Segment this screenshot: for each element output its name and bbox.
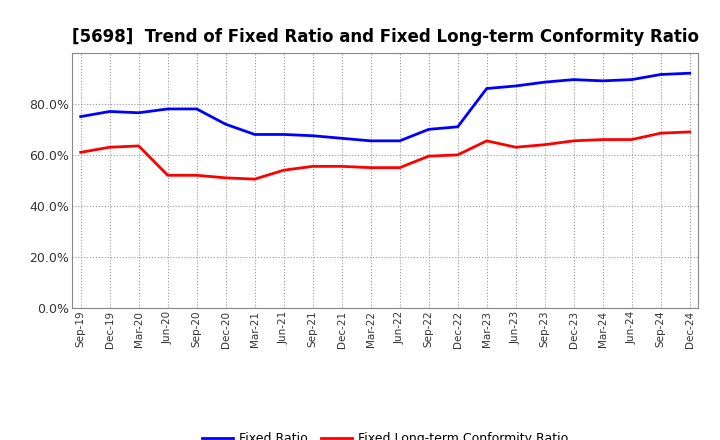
Fixed Long-term Conformity Ratio — [395, 165, 404, 170]
Fixed Long-term Conformity Ratio — [221, 175, 230, 180]
Fixed Ratio — [657, 72, 665, 77]
Fixed Long-term Conformity Ratio — [163, 172, 172, 178]
Fixed Long-term Conformity Ratio — [454, 152, 462, 158]
Fixed Long-term Conformity Ratio — [627, 137, 636, 142]
Fixed Long-term Conformity Ratio — [192, 172, 201, 178]
Fixed Ratio — [424, 127, 433, 132]
Fixed Long-term Conformity Ratio — [511, 145, 520, 150]
Fixed Long-term Conformity Ratio — [366, 165, 375, 170]
Fixed Ratio — [627, 77, 636, 82]
Fixed Ratio — [541, 80, 549, 85]
Fixed Ratio — [454, 124, 462, 129]
Fixed Ratio — [221, 121, 230, 127]
Fixed Long-term Conformity Ratio — [105, 145, 114, 150]
Fixed Long-term Conformity Ratio — [308, 164, 317, 169]
Fixed Long-term Conformity Ratio — [570, 138, 578, 143]
Fixed Long-term Conformity Ratio — [135, 143, 143, 149]
Fixed Long-term Conformity Ratio — [76, 150, 85, 155]
Fixed Ratio — [308, 133, 317, 139]
Fixed Ratio — [105, 109, 114, 114]
Fixed Ratio — [279, 132, 288, 137]
Fixed Long-term Conformity Ratio — [251, 176, 259, 182]
Fixed Ratio — [251, 132, 259, 137]
Fixed Ratio — [366, 138, 375, 143]
Fixed Ratio — [76, 114, 85, 119]
Legend: Fixed Ratio, Fixed Long-term Conformity Ratio: Fixed Ratio, Fixed Long-term Conformity … — [197, 427, 573, 440]
Fixed Long-term Conformity Ratio — [657, 131, 665, 136]
Line: Fixed Long-term Conformity Ratio: Fixed Long-term Conformity Ratio — [81, 132, 690, 179]
Fixed Long-term Conformity Ratio — [424, 154, 433, 159]
Title: [5698]  Trend of Fixed Ratio and Fixed Long-term Conformity Ratio: [5698] Trend of Fixed Ratio and Fixed Lo… — [72, 28, 698, 46]
Fixed Ratio — [395, 138, 404, 143]
Fixed Long-term Conformity Ratio — [279, 168, 288, 173]
Fixed Ratio — [598, 78, 607, 84]
Fixed Long-term Conformity Ratio — [598, 137, 607, 142]
Fixed Long-term Conformity Ratio — [482, 138, 491, 143]
Line: Fixed Ratio: Fixed Ratio — [81, 73, 690, 141]
Fixed Ratio — [570, 77, 578, 82]
Fixed Ratio — [135, 110, 143, 115]
Fixed Ratio — [511, 83, 520, 88]
Fixed Long-term Conformity Ratio — [541, 142, 549, 147]
Fixed Ratio — [163, 106, 172, 112]
Fixed Ratio — [338, 136, 346, 141]
Fixed Ratio — [192, 106, 201, 112]
Fixed Ratio — [685, 70, 694, 76]
Fixed Ratio — [482, 86, 491, 91]
Fixed Long-term Conformity Ratio — [685, 129, 694, 135]
Fixed Long-term Conformity Ratio — [338, 164, 346, 169]
